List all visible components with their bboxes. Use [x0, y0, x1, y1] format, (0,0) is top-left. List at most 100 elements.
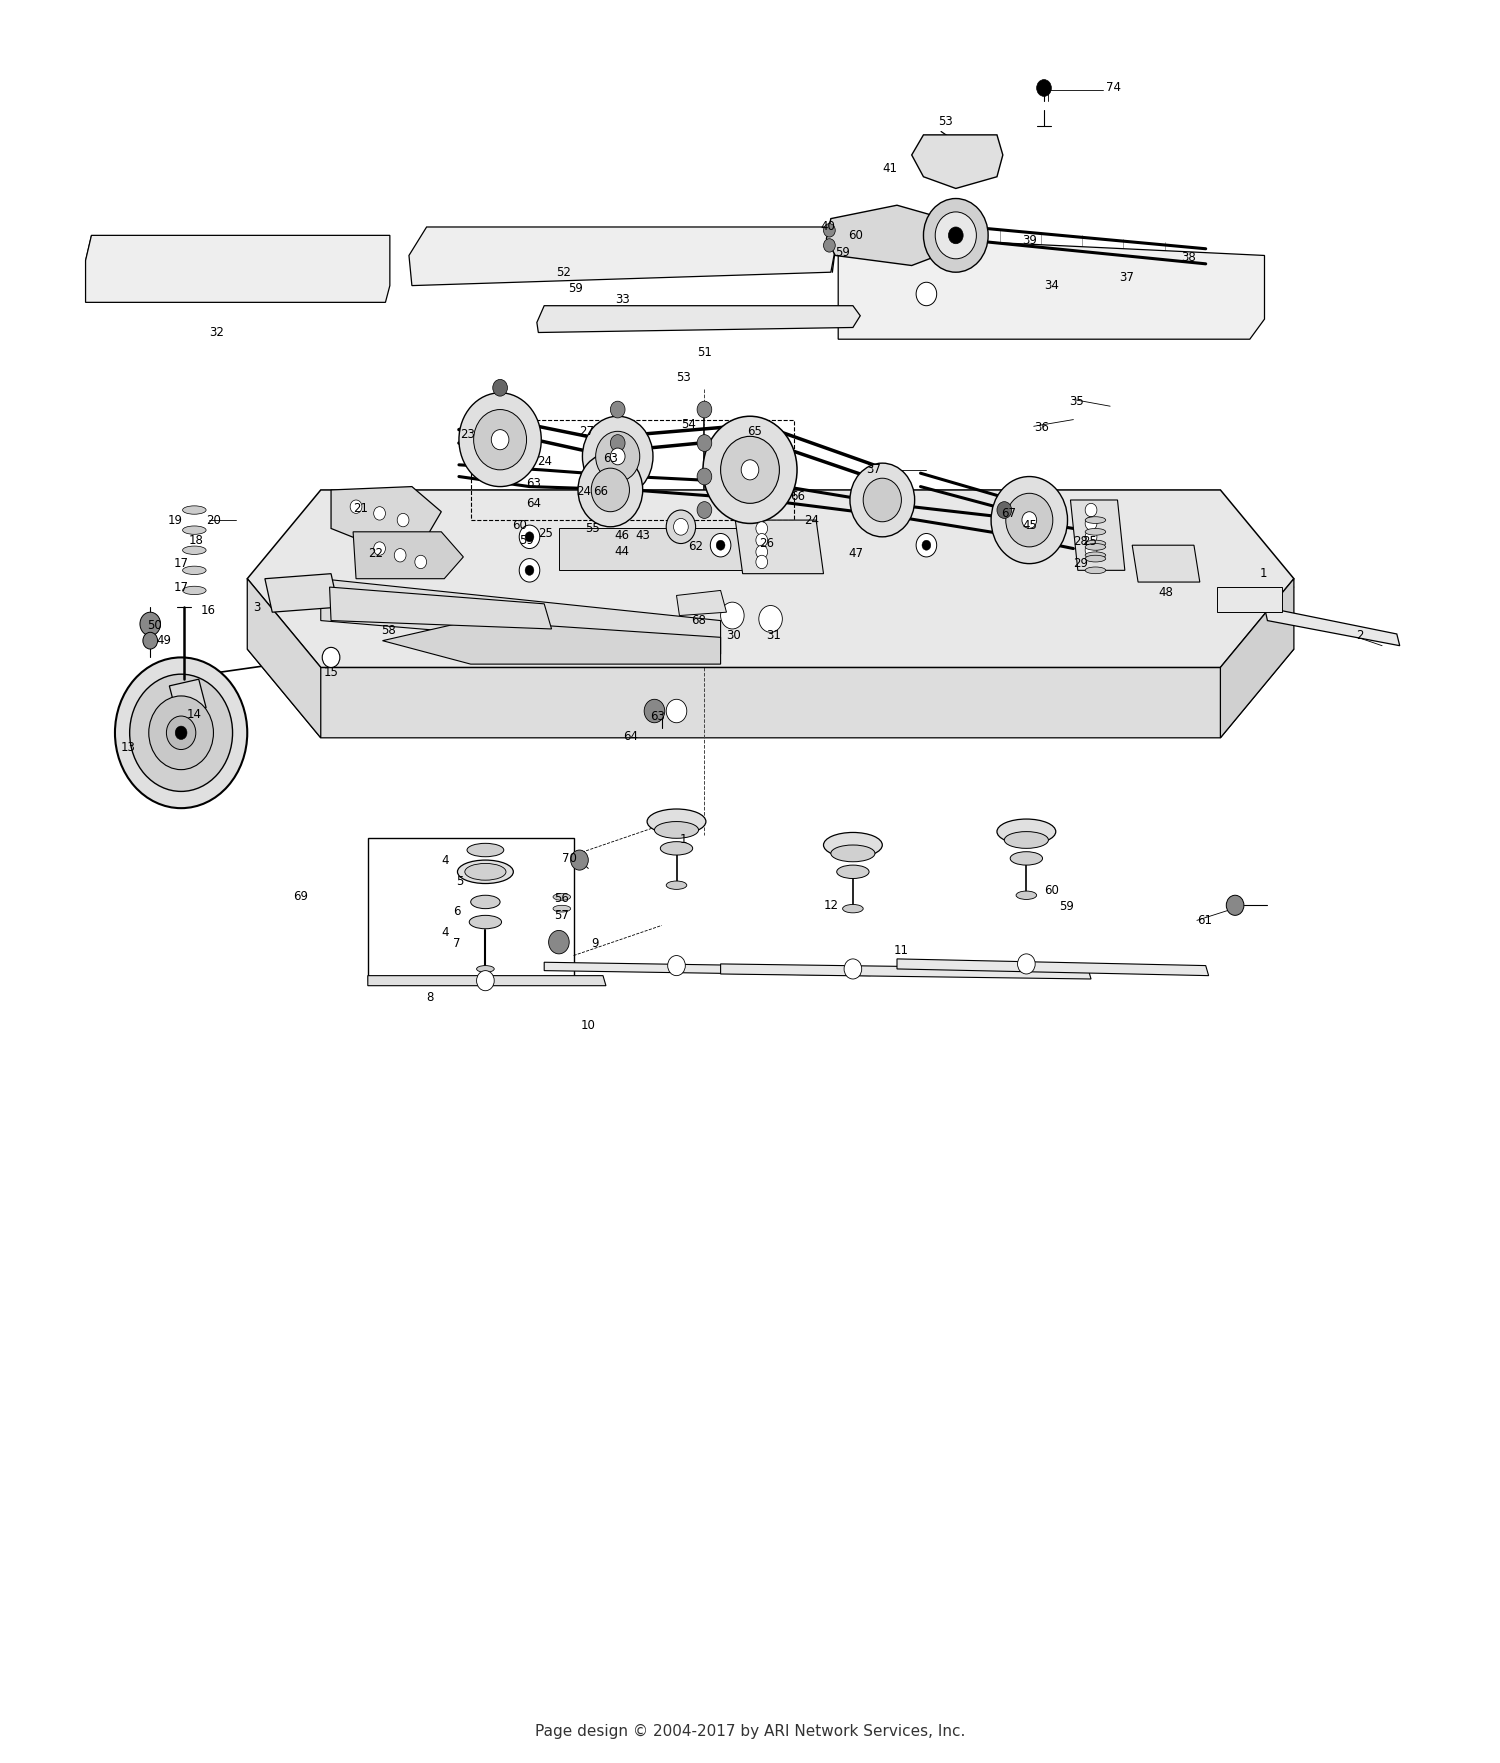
Circle shape: [934, 212, 976, 259]
Circle shape: [759, 605, 783, 633]
Text: 59: 59: [836, 245, 850, 259]
Text: 3: 3: [254, 601, 261, 614]
Polygon shape: [368, 975, 606, 986]
Circle shape: [924, 199, 988, 272]
Text: 28: 28: [1074, 536, 1089, 548]
Circle shape: [1017, 954, 1035, 973]
Text: 11: 11: [894, 943, 909, 957]
Text: 57: 57: [555, 910, 570, 922]
Ellipse shape: [654, 822, 699, 837]
Circle shape: [698, 502, 712, 518]
Text: 17: 17: [174, 557, 189, 569]
Ellipse shape: [1084, 555, 1106, 562]
Text: 9: 9: [591, 938, 598, 950]
Ellipse shape: [183, 587, 206, 594]
Circle shape: [668, 956, 686, 975]
Circle shape: [1227, 896, 1244, 915]
Ellipse shape: [837, 866, 868, 878]
Text: 18: 18: [189, 534, 204, 547]
Polygon shape: [1221, 578, 1294, 739]
Ellipse shape: [554, 894, 570, 901]
Circle shape: [591, 469, 630, 511]
Text: 59: 59: [519, 534, 534, 547]
Text: 60: 60: [1044, 883, 1059, 897]
Ellipse shape: [1005, 832, 1048, 848]
Ellipse shape: [183, 525, 206, 534]
Circle shape: [720, 603, 744, 629]
Circle shape: [716, 539, 724, 550]
Text: 33: 33: [615, 293, 630, 305]
Circle shape: [140, 612, 160, 636]
Polygon shape: [248, 490, 1294, 668]
Text: 51: 51: [698, 346, 712, 360]
Text: 21: 21: [352, 502, 368, 515]
Ellipse shape: [471, 896, 500, 908]
Ellipse shape: [1084, 552, 1106, 559]
Circle shape: [322, 647, 340, 668]
Circle shape: [477, 971, 494, 991]
Circle shape: [176, 726, 188, 739]
Circle shape: [998, 502, 1011, 518]
Polygon shape: [410, 227, 836, 286]
Circle shape: [1036, 79, 1052, 97]
Text: 55: 55: [585, 522, 600, 534]
Ellipse shape: [458, 860, 513, 883]
Circle shape: [824, 224, 836, 236]
Polygon shape: [912, 134, 1004, 189]
Text: 16: 16: [200, 605, 214, 617]
Text: 24: 24: [537, 455, 552, 467]
Circle shape: [698, 402, 712, 418]
Ellipse shape: [998, 820, 1056, 844]
Text: 7: 7: [453, 938, 460, 950]
Polygon shape: [897, 959, 1209, 975]
Circle shape: [416, 555, 426, 569]
Ellipse shape: [1084, 539, 1106, 547]
Text: 31: 31: [766, 629, 782, 642]
Text: 22: 22: [368, 547, 382, 561]
Text: 13: 13: [122, 742, 135, 755]
Ellipse shape: [1084, 568, 1106, 573]
Text: 10: 10: [580, 1019, 596, 1033]
Text: 60: 60: [849, 229, 864, 242]
Circle shape: [922, 539, 932, 550]
Text: 43: 43: [636, 529, 650, 541]
Text: 66: 66: [789, 490, 804, 502]
Text: 53: 53: [676, 372, 692, 384]
Text: 26: 26: [759, 538, 774, 550]
Text: 54: 54: [681, 418, 696, 432]
Text: 63: 63: [603, 451, 618, 465]
Polygon shape: [544, 963, 870, 975]
Text: 38: 38: [1180, 250, 1196, 264]
Circle shape: [578, 453, 642, 527]
Polygon shape: [330, 587, 552, 629]
Circle shape: [844, 959, 861, 978]
Circle shape: [756, 534, 768, 547]
Text: 14: 14: [188, 709, 202, 721]
Circle shape: [394, 548, 406, 562]
Ellipse shape: [470, 915, 501, 929]
Text: 37: 37: [865, 464, 880, 476]
Ellipse shape: [183, 506, 206, 515]
Text: 1: 1: [1260, 568, 1268, 580]
Text: ARI: ARI: [603, 614, 897, 762]
Polygon shape: [1132, 545, 1200, 582]
Ellipse shape: [183, 547, 206, 554]
Circle shape: [824, 238, 836, 252]
Circle shape: [698, 435, 712, 451]
Ellipse shape: [465, 864, 506, 880]
Circle shape: [519, 559, 540, 582]
Ellipse shape: [666, 882, 687, 889]
Circle shape: [549, 931, 568, 954]
Polygon shape: [676, 591, 726, 615]
Text: 59: 59: [567, 282, 582, 296]
Circle shape: [850, 464, 915, 538]
Circle shape: [666, 510, 696, 543]
Ellipse shape: [183, 566, 206, 575]
Text: 5: 5: [456, 876, 464, 889]
Text: 68: 68: [692, 614, 706, 628]
Circle shape: [674, 518, 688, 536]
Ellipse shape: [477, 966, 494, 971]
Text: 50: 50: [147, 619, 162, 633]
Ellipse shape: [466, 843, 504, 857]
Text: 23: 23: [460, 428, 476, 441]
